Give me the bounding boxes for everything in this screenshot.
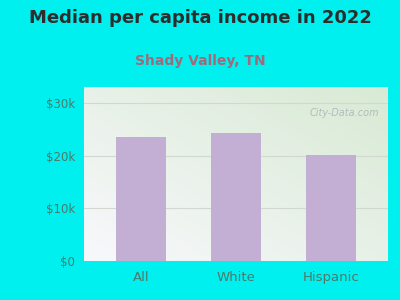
Bar bbox=[116, 137, 166, 261]
Bar bbox=[306, 155, 356, 261]
Text: City-Data.com: City-Data.com bbox=[309, 108, 379, 118]
Text: Shady Valley, TN: Shady Valley, TN bbox=[135, 54, 265, 68]
Bar bbox=[211, 134, 261, 261]
Text: Median per capita income in 2022: Median per capita income in 2022 bbox=[28, 9, 372, 27]
